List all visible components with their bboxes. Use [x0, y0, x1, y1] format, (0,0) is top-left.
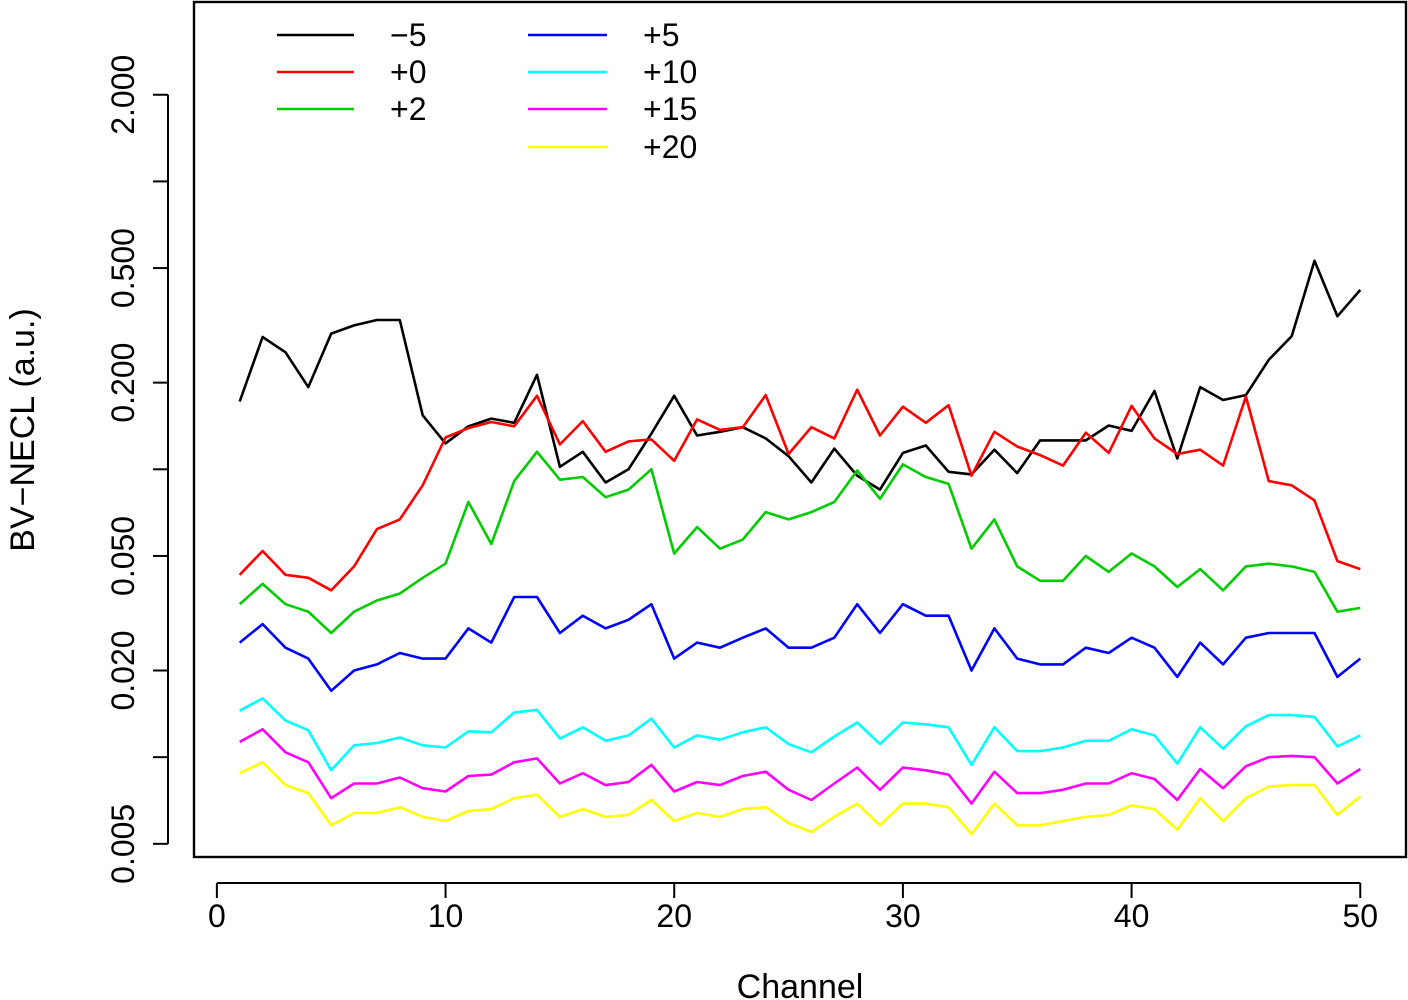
series-line	[238, 450, 1361, 635]
y-tick-label: 0.050	[105, 516, 141, 596]
y-axis-label: BV−NECL (a.u.)	[4, 308, 42, 551]
legend-label: +10	[643, 54, 697, 90]
x-tick-label: 40	[1114, 898, 1150, 934]
y-tick-label: 0.200	[105, 343, 141, 423]
x-tick-label: 30	[885, 898, 921, 934]
series-line	[238, 259, 1362, 491]
y-tick-label: 0.500	[105, 228, 141, 308]
series-layer	[238, 259, 1362, 836]
x-tick-label: 10	[428, 898, 464, 934]
x-tick-label: 20	[656, 898, 692, 934]
y-tick-label: 2.000	[105, 55, 141, 135]
series-line	[239, 727, 1361, 805]
x-tick-label: 50	[1342, 898, 1378, 934]
y-tick-label: 0.005	[105, 804, 141, 884]
legend-item: +20	[528, 129, 697, 165]
legend-label: +2	[390, 91, 426, 127]
legend-label: −5	[390, 17, 426, 53]
y-axis: 0.005 0.020 0.050 0.200 0.500 2.000	[105, 55, 169, 884]
series-line	[238, 388, 1361, 592]
legend-label: +0	[390, 54, 426, 90]
legend-item: −5	[277, 17, 426, 53]
legend-item: +2	[277, 91, 426, 127]
legend-label: +5	[643, 17, 679, 53]
legend-label: +20	[643, 129, 697, 165]
legend-item: +0	[277, 54, 426, 90]
legend-item: +5	[528, 17, 679, 53]
series-line	[239, 760, 1362, 836]
legend-item: +10	[528, 54, 697, 90]
legend-label: +15	[643, 91, 697, 127]
legend-item: +15	[528, 91, 697, 127]
x-axis: 0 10 20 30 40 50	[208, 882, 1378, 934]
legend: −5+0+2 +5+10+15+20	[277, 17, 697, 165]
y-tick-label: 0.020	[105, 630, 141, 710]
series-line	[238, 595, 1362, 693]
x-tick-label: 0	[208, 898, 226, 934]
x-axis-label: Channel	[737, 968, 864, 1000]
plot-frame	[192, 0, 1408, 859]
series-line	[239, 697, 1361, 772]
